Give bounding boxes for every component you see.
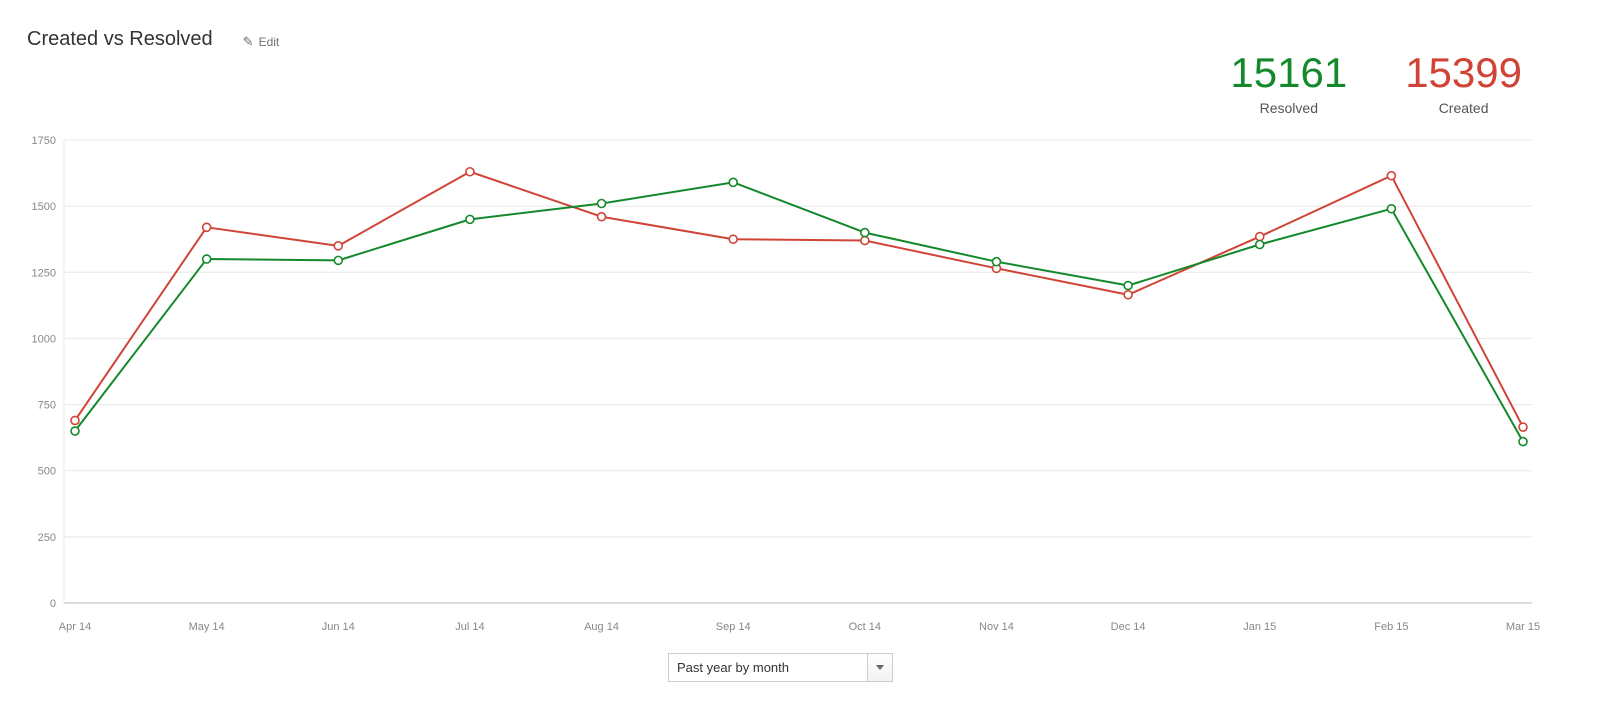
svg-text:Jun 14: Jun 14 — [322, 621, 355, 633]
period-select-value[interactable]: Past year by month — [668, 653, 868, 682]
created-total-label: Created — [1438, 100, 1489, 116]
svg-text:Oct 14: Oct 14 — [849, 621, 881, 633]
totals-summary: 15161 Resolved 15399 Created — [1230, 49, 1522, 117]
edit-button-label: Edit — [258, 34, 280, 49]
svg-text:0: 0 — [50, 598, 56, 610]
svg-text:Aug 14: Aug 14 — [584, 621, 619, 633]
created-total: 15399 Created — [1405, 49, 1522, 117]
svg-text:1250: 1250 — [32, 267, 56, 279]
svg-text:Nov 14: Nov 14 — [979, 621, 1014, 633]
edit-button[interactable]: ✎ Edit — [243, 30, 280, 50]
svg-text:Jan 15: Jan 15 — [1243, 621, 1276, 633]
created-vs-resolved-chart: 0 250 500 750 1000 1250 1500 1750 Apr 14 May 14 Ju… — [32, 135, 1541, 633]
period-select[interactable]: Past year by month — [668, 653, 893, 682]
svg-text:250: 250 — [38, 532, 56, 544]
svg-text:750: 750 — [38, 400, 56, 412]
line-chart-svg: 0 250 500 750 1000 1250 1500 1750 Apr 14 May 14 Ju… — [32, 135, 1541, 633]
svg-text:Mar 15: Mar 15 — [1506, 621, 1540, 633]
pencil-icon: ✎ — [242, 33, 254, 49]
svg-text:Jul 14: Jul 14 — [455, 621, 484, 633]
page-title: Created vs Resolved — [27, 28, 213, 50]
svg-text:Sep 14: Sep 14 — [716, 621, 751, 633]
svg-text:Apr 14: Apr 14 — [59, 621, 91, 633]
created-total-value: 15399 — [1405, 49, 1522, 96]
svg-text:May 14: May 14 — [189, 621, 225, 633]
svg-text:1500: 1500 — [32, 201, 56, 213]
report-header: Created vs Resolved ✎ Edit — [27, 28, 279, 51]
period-select-dropdown-button[interactable] — [868, 653, 893, 682]
svg-text:1750: 1750 — [32, 135, 56, 147]
svg-text:Feb 15: Feb 15 — [1374, 621, 1408, 633]
svg-text:500: 500 — [38, 466, 56, 478]
chevron-down-icon — [876, 665, 884, 670]
resolved-total: 15161 Resolved — [1230, 49, 1348, 117]
resolved-total-value: 15161 — [1230, 49, 1348, 96]
svg-text:1000: 1000 — [32, 333, 56, 345]
resolved-total-label: Resolved — [1259, 100, 1318, 116]
svg-text:Dec 14: Dec 14 — [1111, 621, 1146, 633]
